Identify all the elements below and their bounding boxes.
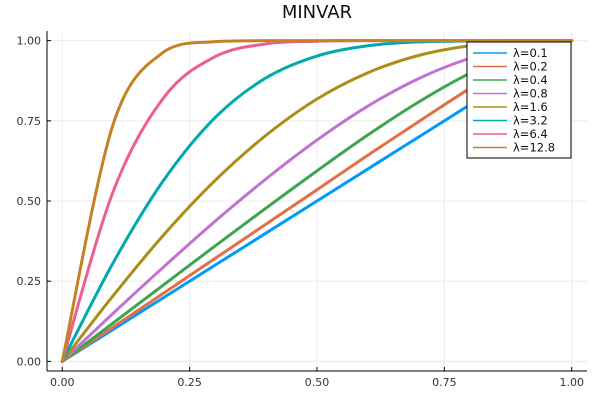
chart-title: MINVAR xyxy=(282,2,352,23)
x-tick-label: 0.25 xyxy=(177,376,202,389)
legend-label-4: λ=0.8 xyxy=(513,87,548,101)
legend-label-7: λ=6.4 xyxy=(513,127,548,141)
legend-label-2: λ=0.2 xyxy=(513,60,548,74)
x-tick-label: 0.75 xyxy=(432,376,457,389)
y-tick-label: 0.00 xyxy=(17,355,42,368)
y-tick-label: 0.25 xyxy=(17,275,42,288)
x-tick-label: 0.00 xyxy=(50,376,75,389)
legend-label-1: λ=0.1 xyxy=(513,46,548,60)
y-tick-label: 1.00 xyxy=(17,35,42,48)
tick-labels: 0.00 0.25 0.50 0.75 1.00 0.00 0.25 0.50 0.75 1.00 xyxy=(17,35,584,389)
legend-label-3: λ=0.4 xyxy=(513,73,548,87)
axes xyxy=(46,31,587,372)
legend-label-5: λ=1.6 xyxy=(513,100,548,114)
series-lines xyxy=(60,39,574,363)
legend-label-6: λ=3.2 xyxy=(513,114,548,128)
series-line-8 xyxy=(60,39,574,363)
legend-label-8: λ=12.8 xyxy=(513,141,555,155)
y-tick-label: 0.75 xyxy=(17,115,42,128)
y-tick-label: 0.50 xyxy=(17,195,42,208)
x-tick-label: 0.50 xyxy=(305,376,330,389)
legend-box xyxy=(466,41,572,159)
legend: λ=0.1λ=0.2λ=0.4λ=0.8λ=1.6λ=3.2λ=6.4λ=12.… xyxy=(466,41,572,159)
x-tick-label: 1.00 xyxy=(559,376,584,389)
